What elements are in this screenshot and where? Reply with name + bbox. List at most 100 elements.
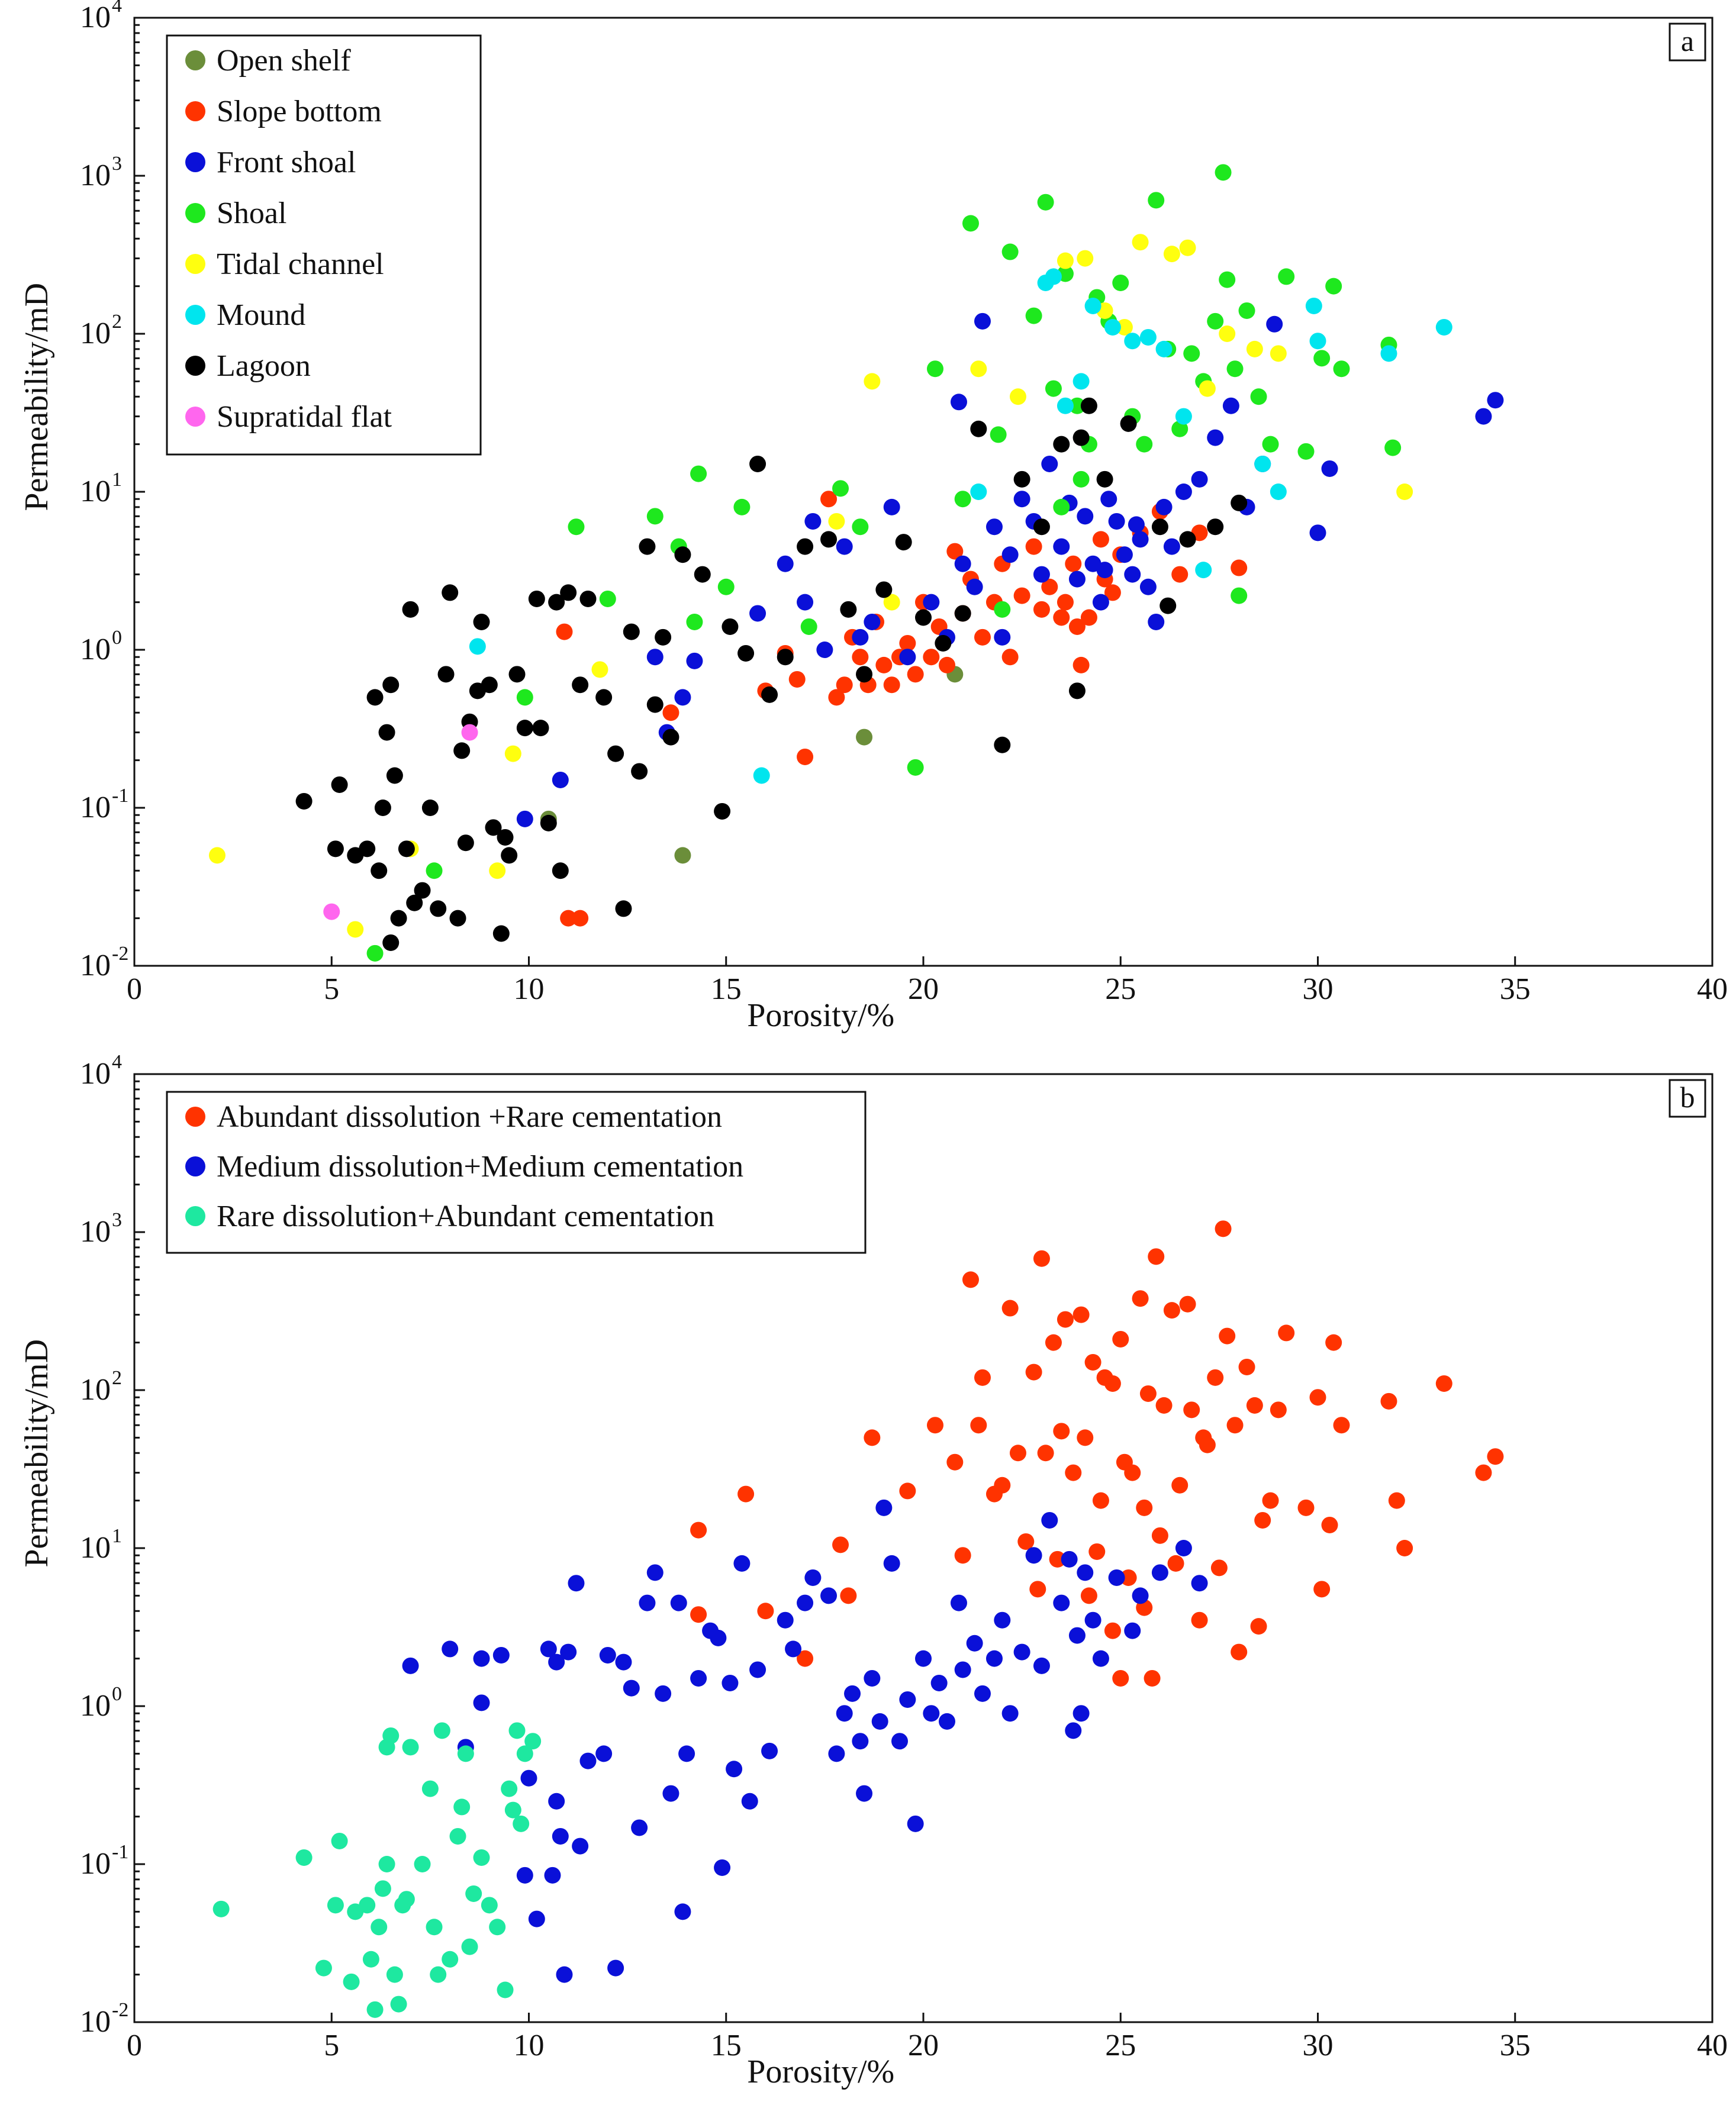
data-point xyxy=(678,1745,695,1762)
data-point xyxy=(1163,246,1180,263)
data-point xyxy=(1250,1618,1267,1635)
data-point xyxy=(457,834,474,852)
data-point xyxy=(1045,1334,1062,1351)
data-point xyxy=(836,676,853,694)
data-point xyxy=(1231,559,1248,576)
data-point xyxy=(761,686,778,703)
data-point xyxy=(591,661,608,678)
data-point xyxy=(1195,562,1212,579)
data-point xyxy=(757,1603,774,1620)
data-point xyxy=(386,767,403,784)
data-point xyxy=(954,1547,971,1564)
data-point xyxy=(1207,312,1224,330)
data-point xyxy=(469,638,486,655)
data-point xyxy=(797,1594,814,1611)
data-point xyxy=(883,1555,900,1572)
legend-marker xyxy=(185,101,205,121)
data-point xyxy=(994,628,1011,646)
series-rare-dissolution-abundant-cementation xyxy=(212,1722,542,2018)
data-point xyxy=(1207,518,1224,536)
y-tick-exponent: 4 xyxy=(112,0,122,17)
y-tick-exponent: -2 xyxy=(112,1999,128,2021)
data-point xyxy=(871,1713,888,1730)
legend-marker xyxy=(185,50,205,70)
data-point xyxy=(1487,1448,1504,1465)
panel-label-box xyxy=(1669,1079,1706,1118)
data-point xyxy=(844,1685,861,1702)
data-point xyxy=(1033,1250,1050,1267)
data-point xyxy=(674,546,691,563)
y-tick-label: 10 xyxy=(80,1,111,34)
data-point xyxy=(1321,1516,1338,1533)
data-point xyxy=(485,819,502,836)
data-point xyxy=(1215,1220,1232,1237)
y-axis-title: Permeability/mD xyxy=(18,1339,55,1568)
data-point xyxy=(1017,1533,1035,1550)
data-point xyxy=(1041,455,1058,472)
y-tick-exponent: 1 xyxy=(112,469,122,491)
data-point xyxy=(883,594,900,611)
data-point xyxy=(1231,1643,1248,1661)
data-point xyxy=(208,847,226,864)
data-point xyxy=(421,1780,439,1797)
data-point xyxy=(1072,429,1090,446)
data-point xyxy=(670,1594,687,1611)
data-point xyxy=(331,1832,348,1849)
data-point xyxy=(437,666,455,683)
data-point xyxy=(1065,1464,1082,1481)
data-point xyxy=(556,623,573,640)
y-axis-title: Permeability/mD xyxy=(18,283,55,511)
legend-marker xyxy=(185,1156,205,1176)
data-point xyxy=(1057,594,1074,611)
data-point xyxy=(923,1705,940,1722)
data-point xyxy=(556,1966,573,1983)
data-point xyxy=(552,771,569,788)
data-point xyxy=(828,1745,845,1762)
x-tick-label: 30 xyxy=(1303,972,1334,1006)
x-tick-label: 35 xyxy=(1500,2029,1531,2062)
data-point xyxy=(1124,1464,1141,1481)
data-point xyxy=(426,1919,443,1936)
x-tick-label: 15 xyxy=(711,972,742,1006)
x-tick-label: 25 xyxy=(1105,2029,1136,2062)
data-point xyxy=(990,426,1007,443)
data-point xyxy=(1191,1611,1208,1629)
y-tick-exponent: 4 xyxy=(112,1051,122,1073)
data-point xyxy=(674,689,691,706)
data-point xyxy=(674,1903,691,1920)
data-point xyxy=(1151,1527,1168,1544)
data-point xyxy=(1112,1330,1129,1348)
data-point xyxy=(1325,1334,1342,1351)
x-axis-title: Porosity/% xyxy=(747,997,894,1034)
data-point xyxy=(366,689,384,706)
data-point xyxy=(1151,1564,1168,1581)
series-medium-dissolution-medium-cementation xyxy=(402,1499,1208,1983)
data-point xyxy=(974,628,991,646)
data-point xyxy=(1037,1445,1054,1462)
y-tick-exponent: 1 xyxy=(112,1525,122,1547)
data-point xyxy=(852,628,869,646)
data-point xyxy=(623,623,640,640)
data-point xyxy=(639,538,656,555)
y-tick-exponent: 3 xyxy=(112,153,122,175)
data-point xyxy=(1139,578,1157,595)
data-point xyxy=(1096,562,1113,579)
data-point xyxy=(473,1694,490,1711)
data-point xyxy=(694,566,711,583)
legend-marker xyxy=(185,203,205,223)
x-tick-label: 15 xyxy=(711,2029,742,2062)
y-tick-label: 10 xyxy=(80,791,111,824)
data-point xyxy=(1171,1477,1189,1494)
data-point xyxy=(1309,333,1326,350)
y-tick-label: 10 xyxy=(80,949,111,982)
data-point xyxy=(1009,1445,1026,1462)
data-point xyxy=(950,394,967,411)
legend-box xyxy=(166,34,482,456)
y-tick-label: 10 xyxy=(80,1531,111,1565)
data-point xyxy=(481,1897,498,1914)
data-point xyxy=(722,1674,739,1691)
data-point xyxy=(761,1742,778,1759)
data-point xyxy=(362,1951,379,1968)
data-point xyxy=(481,676,498,694)
data-point xyxy=(1068,570,1086,588)
